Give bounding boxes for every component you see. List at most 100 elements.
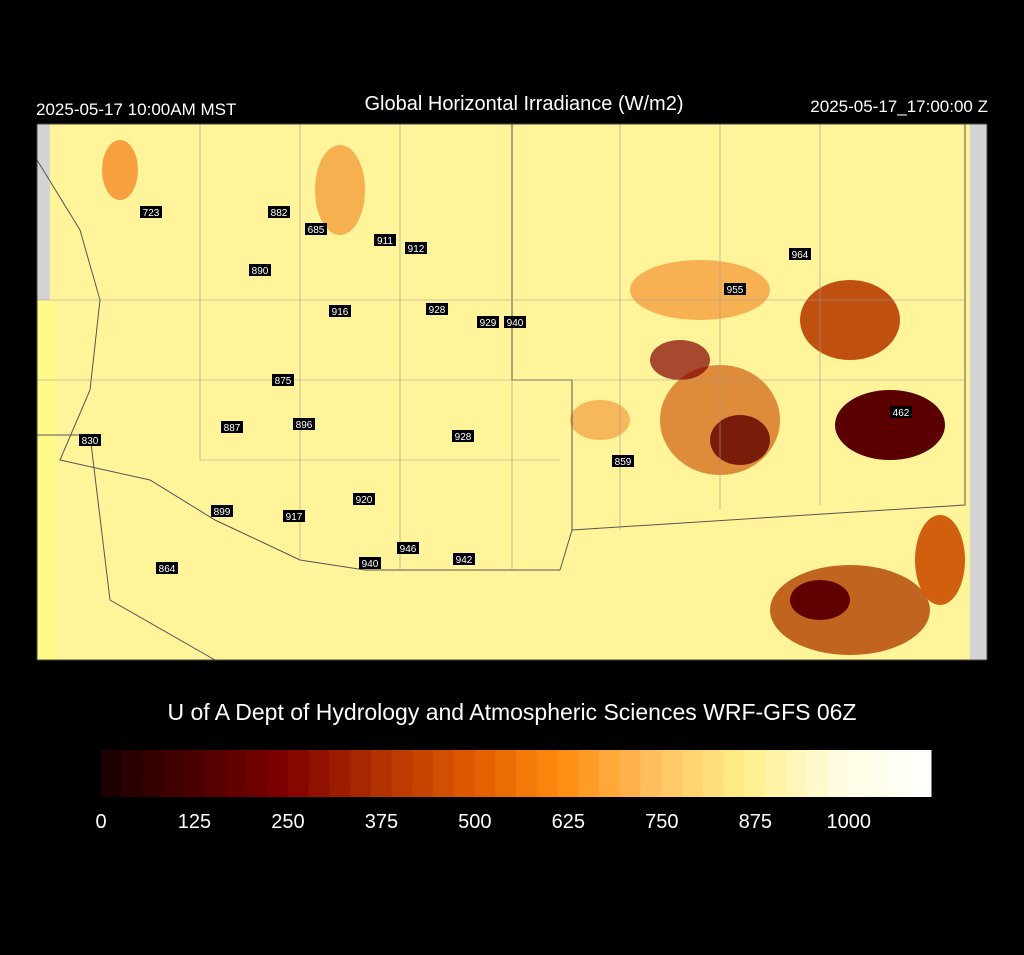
station-value: 942: [456, 555, 473, 566]
colorbar-swatch: [661, 750, 683, 797]
colorbar-swatch: [536, 750, 558, 797]
colorbar-swatch: [225, 750, 247, 797]
colorbar-swatch: [246, 750, 268, 797]
station-value: 920: [356, 495, 373, 506]
valid-time: 2025-05-17_17:00:00 Z: [810, 97, 988, 116]
station-box: [353, 493, 375, 505]
station-value: 912: [408, 244, 425, 255]
local-time: 2025-05-17 10:00AM MST: [36, 100, 236, 119]
station-value: 955: [727, 285, 744, 296]
colorbar-swatch: [329, 750, 351, 797]
map: 723 882 685 911 912 890 916 928 929 940 875 887 896 9…: [36, 123, 988, 661]
colorbar-swatch: [827, 750, 849, 797]
station-box: [211, 505, 233, 517]
station-box: [453, 553, 475, 565]
station-value: 899: [214, 507, 231, 518]
colorbar-swatch: [640, 750, 662, 797]
station-box: [221, 421, 243, 433]
station-value: 864: [159, 564, 176, 575]
station-value: 916: [332, 307, 349, 318]
station-value: 917: [286, 512, 303, 523]
station-value: 830: [82, 436, 99, 447]
colorbar-swatch: [868, 750, 890, 797]
colorbar-tick-label: 375: [365, 811, 398, 833]
colorbar-tick-label: 750: [645, 811, 678, 833]
colorbar-swatch: [474, 750, 496, 797]
county-borders: [37, 124, 965, 570]
colorbar-swatch: [433, 750, 455, 797]
station-box: [477, 316, 499, 328]
station-box: [305, 223, 327, 235]
colorbar-swatch: [391, 750, 413, 797]
station-value: 928: [455, 432, 472, 443]
colorbar-swatch: [204, 750, 226, 797]
station-labels: 723 882 685 911 912 890 916 928 929 940 875 887 896 9…: [79, 206, 912, 575]
station-box: [272, 374, 294, 386]
station-box: [329, 305, 351, 317]
station-box: [890, 406, 912, 418]
colorbar-swatch: [163, 750, 185, 797]
station-box: [293, 418, 315, 430]
map-title: Global Horizontal Irradiance (W/m2): [365, 93, 684, 115]
irradiance-field-edge: [37, 300, 57, 660]
station-value: 685: [308, 225, 325, 236]
colorbar-swatch: [308, 750, 330, 797]
colorbar-swatch: [453, 750, 475, 797]
colorbar-tick-label: 625: [552, 811, 585, 833]
station-box: [374, 234, 396, 246]
station-box: [359, 557, 381, 569]
credit: U of A Dept of Hydrology and Atmospheric…: [167, 699, 856, 725]
colorbar-swatch: [765, 750, 787, 797]
station-box: [612, 455, 634, 467]
colorbar-tick-label: 1000: [826, 811, 871, 833]
colorbar-swatch: [723, 750, 745, 797]
station-value: 859: [615, 457, 632, 468]
station-box: [426, 303, 448, 315]
station-box: [283, 510, 305, 522]
station-box: [79, 434, 101, 446]
station-value: 964: [792, 250, 809, 261]
station-box: [156, 562, 178, 574]
station-box: [724, 283, 746, 295]
station-value: 946: [400, 544, 417, 555]
colorbar-swatch: [121, 750, 143, 797]
station-value: 929: [480, 318, 497, 329]
colorbar-tick-label: 500: [458, 811, 491, 833]
colorbar-swatch: [682, 750, 704, 797]
colorbar-tick-label: 250: [271, 811, 304, 833]
station-box: [504, 316, 526, 328]
colorbar-swatch: [267, 750, 289, 797]
colorbar-tick-label: 125: [178, 811, 211, 833]
station-value: 911: [377, 236, 393, 247]
colorbar-swatch: [350, 750, 372, 797]
colorbar-swatch: [578, 750, 600, 797]
colorbar-swatch: [412, 750, 434, 797]
station-value: 882: [271, 208, 288, 219]
colorbar-swatch: [599, 750, 621, 797]
station-box: [397, 542, 419, 554]
colorbar-swatch: [142, 750, 164, 797]
station-value: 890: [252, 266, 269, 277]
station-box: [140, 206, 162, 218]
station-box: [789, 248, 811, 260]
colorbar-swatch: [910, 750, 932, 797]
colorbar-tick-label: 0: [95, 811, 106, 833]
colorbar-swatch: [619, 750, 641, 797]
station-value: 462: [893, 408, 910, 419]
colorbar-swatch: [370, 750, 392, 797]
colorbar-swatch: [101, 750, 123, 797]
station-box: [405, 242, 427, 254]
station-value: 887: [224, 423, 241, 434]
colorbar-swatch: [889, 750, 911, 797]
colorbar-tick-label: 875: [739, 811, 772, 833]
station-value: 896: [296, 420, 313, 431]
colorbar-swatch: [806, 750, 828, 797]
colorbar: 0 125 250 375 500 625 750 875 1000: [95, 750, 932, 833]
station-box: [268, 206, 290, 218]
colorbar-swatch: [287, 750, 309, 797]
station-box: [249, 264, 271, 276]
station-box: [452, 430, 474, 442]
colorbar-swatch: [557, 750, 579, 797]
colorbar-swatch: [848, 750, 870, 797]
